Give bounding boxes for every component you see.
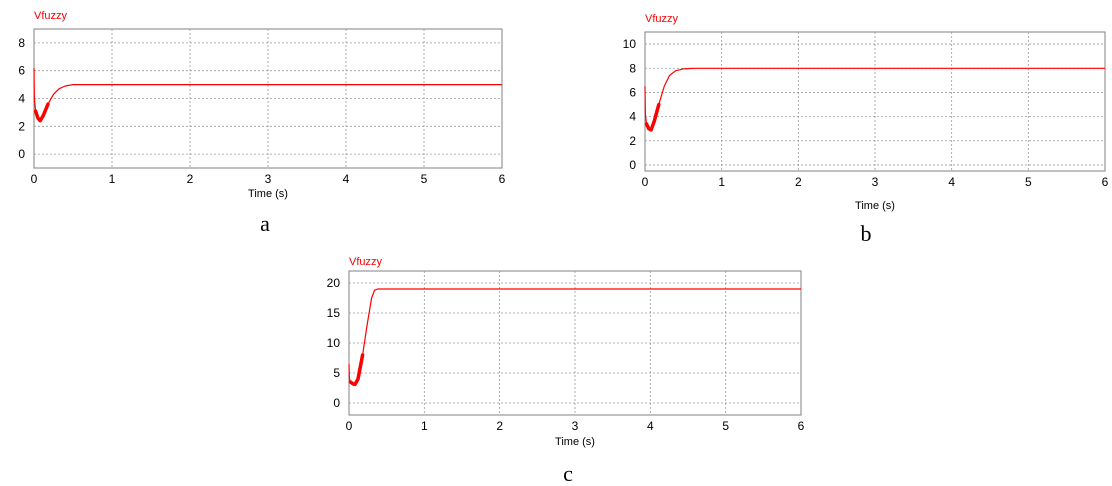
y-tick-label: 0	[333, 396, 340, 410]
x-tick-label: 0	[31, 172, 38, 186]
y-tick-label: 4	[18, 92, 25, 106]
x-tick-label: 4	[647, 419, 654, 433]
x-tick-label: 0	[642, 175, 649, 189]
y-tick-label: 6	[18, 64, 25, 78]
series-ripple-band	[348, 353, 365, 387]
chart-panel-a: 0 1 2 3 4 5 6 0 2 4 6 8 Vfuzzy Time (s) a	[18, 10, 505, 236]
series-ripple-band	[33, 102, 50, 123]
y-tick-label: 0	[629, 158, 636, 172]
x-tick-label: 6	[1102, 175, 1109, 189]
chart-panel-b: 0 1 2 3 4 5 6 0 2 4 6 8 10 Vfuzzy Time (s) b	[623, 13, 1109, 246]
x-tick-label: 5	[1025, 175, 1032, 189]
y-tick-label: 6	[629, 85, 636, 99]
panel-caption: c	[563, 461, 573, 486]
x-tick-label: 1	[421, 419, 428, 433]
x-tick-label: 6	[798, 419, 805, 433]
chart-title: Vfuzzy	[645, 13, 679, 25]
x-axis-label: Time (s)	[555, 436, 595, 448]
y-tick-label: 20	[327, 276, 341, 290]
x-tick-label: 3	[265, 172, 272, 186]
y-tick-label: 8	[629, 61, 636, 75]
y-tick-label: 10	[623, 37, 637, 51]
x-tick-label: 1	[718, 175, 725, 189]
x-tick-label: 3	[572, 419, 579, 433]
panel-caption: b	[861, 221, 872, 246]
x-axis-label: Time (s)	[855, 200, 895, 212]
x-tick-label: 1	[109, 172, 116, 186]
series-ripple-band	[644, 102, 661, 132]
y-tick-label: 2	[18, 119, 25, 133]
x-tick-label: 0	[346, 419, 353, 433]
chart-title: Vfuzzy	[349, 256, 383, 268]
x-tick-label: 2	[187, 172, 194, 186]
y-tick-label: 5	[333, 366, 340, 380]
y-tick-label: 10	[327, 336, 341, 350]
x-tick-label: 3	[872, 175, 879, 189]
x-tick-label: 6	[499, 172, 506, 186]
x-tick-label: 4	[948, 175, 955, 189]
chart-title: Vfuzzy	[34, 10, 68, 22]
y-tick-label: 2	[629, 134, 636, 148]
x-axis-label: Time (s)	[248, 188, 288, 200]
x-tick-label: 5	[722, 419, 729, 433]
x-tick-label: 2	[496, 419, 503, 433]
x-tick-label: 2	[795, 175, 802, 189]
x-tick-label: 5	[421, 172, 428, 186]
y-tick-label: 15	[327, 306, 341, 320]
y-tick-label: 8	[18, 36, 25, 50]
y-tick-label: 0	[18, 147, 25, 161]
y-tick-label: 4	[629, 110, 636, 124]
panel-caption: a	[260, 211, 270, 236]
x-tick-label: 4	[343, 172, 350, 186]
chart-panel-c: 0 1 2 3 4 5 6 0 5 10 15 20 Vfuzzy Time (s) c	[327, 256, 805, 486]
